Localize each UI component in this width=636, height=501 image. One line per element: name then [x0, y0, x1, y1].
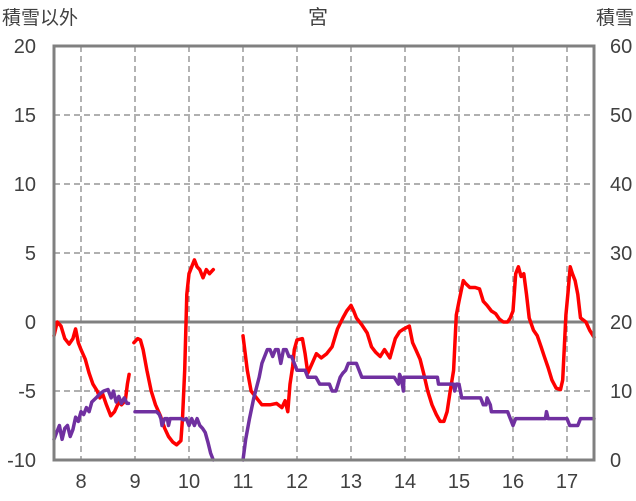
x-tick-label: 12: [286, 471, 308, 493]
x-tick-label: 10: [178, 471, 200, 493]
plot-frame: [52, 44, 596, 462]
right-tick-label: 0: [610, 450, 621, 472]
left-tick-label: 5: [25, 243, 36, 265]
right-tick-label: 40: [610, 174, 632, 196]
x-tick-label: 11: [233, 471, 254, 493]
right-tick-label: 50: [610, 105, 632, 127]
x-tick-label: 15: [448, 471, 470, 493]
left-tick-label: 15: [14, 105, 36, 127]
grid: [54, 46, 594, 460]
left-tick-label: -5: [18, 381, 36, 403]
x-tick-label: 16: [502, 471, 524, 493]
right-tick-label: 60: [610, 36, 632, 58]
left-tick-labels: 20 15 10 5 0 -5 -10: [7, 36, 36, 472]
right-tick-label: 20: [610, 312, 632, 334]
right-tick-labels: 60 50 40 30 20 10 0: [610, 36, 632, 472]
x-tick-labels: 8 9 10 11 12 13 14 15 16 17: [75, 471, 578, 493]
right-tick-label: 10: [610, 381, 632, 403]
series-1-line-0: [52, 387, 131, 442]
left-tick-label: -10: [7, 450, 36, 472]
left-tick-label: 20: [14, 36, 36, 58]
x-tick-label: 9: [129, 471, 140, 493]
right-axis-label: 積雪: [596, 7, 634, 29]
x-tick-label: 14: [394, 471, 416, 493]
left-axis-label: 積雪以外: [2, 7, 78, 29]
chart-title: 宮: [308, 6, 328, 29]
series-0-line-1: [132, 258, 216, 447]
x-tick-label: 13: [340, 471, 362, 493]
series-1-line-1: [133, 409, 216, 462]
left-tick-label: 0: [25, 312, 36, 334]
series-0-line-2: [241, 265, 596, 424]
x-tick-label: 17: [556, 471, 578, 493]
left-tick-label: 10: [14, 174, 36, 196]
x-tick-label: 8: [75, 471, 86, 493]
right-tick-label: 30: [610, 243, 632, 265]
series-group: [52, 258, 596, 462]
series-1-line-2: [241, 347, 596, 462]
